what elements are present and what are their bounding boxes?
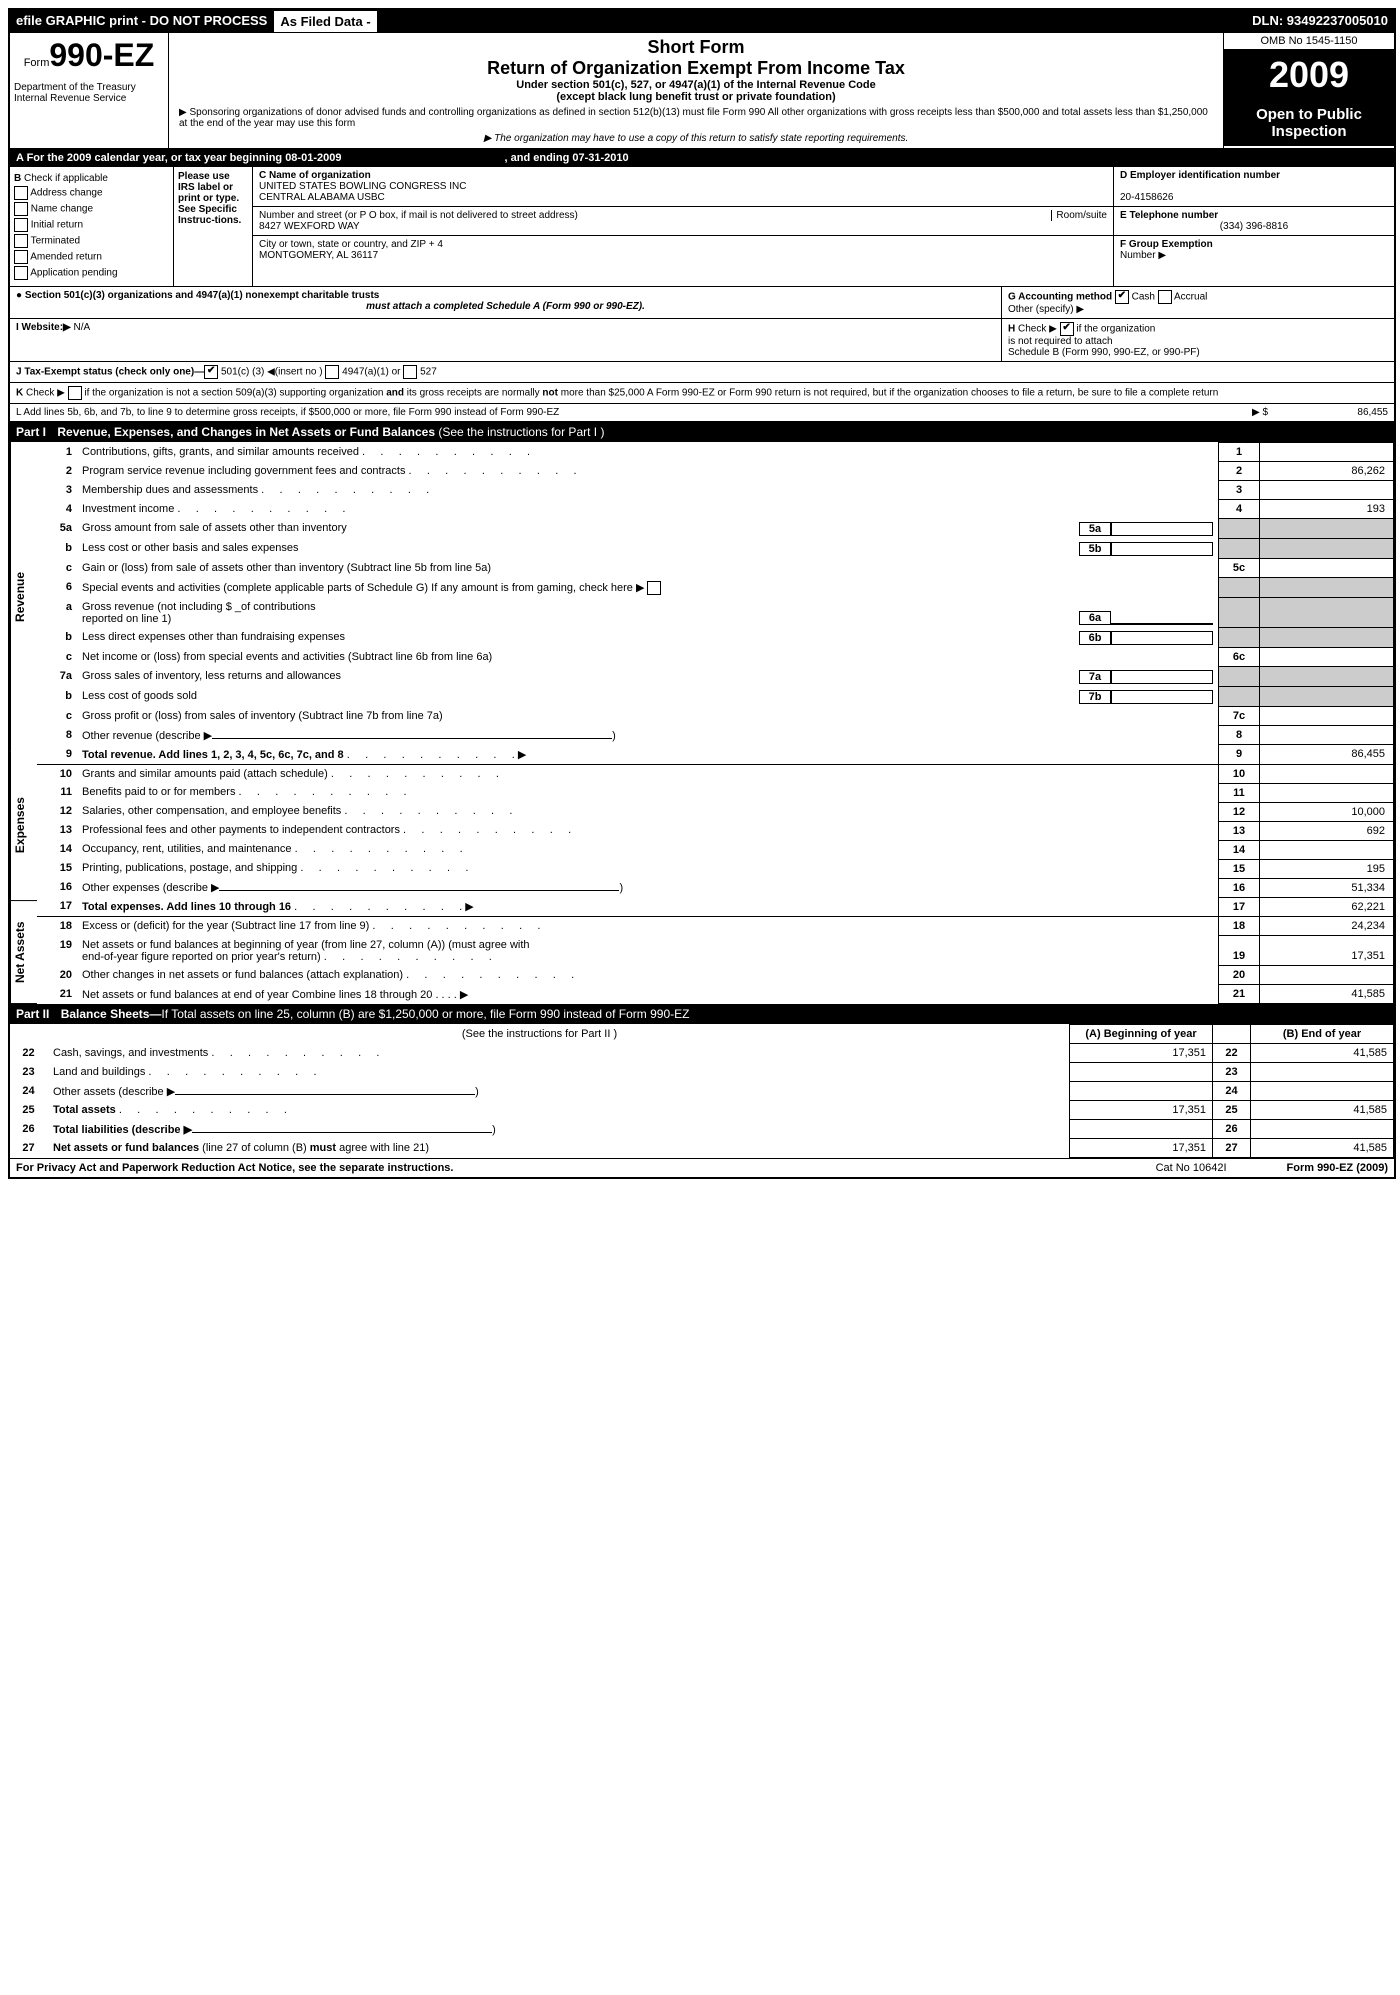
efile-label: efile GRAPHIC print - DO NOT PROCESS	[10, 10, 273, 33]
addr-change-checkbox[interactable]	[14, 186, 28, 200]
line-18: 18Excess or (deficit) for the year (Subt…	[37, 917, 1394, 936]
checkbox-column: B Check if applicable Address change Nam…	[10, 167, 174, 286]
bal-row-22: 22Cash, savings, and investments17,35122…	[10, 1044, 1394, 1063]
dln-label: DLN: 93492237005010	[1246, 10, 1394, 33]
line-7c: cGross profit or (loss) from sales of in…	[37, 707, 1394, 726]
line-7b: bLess cost of goods sold7b	[37, 687, 1394, 707]
k-checkbox[interactable]	[68, 386, 82, 400]
line-20: 20Other changes in net assets or fund ba…	[37, 966, 1394, 985]
open-public-label: Open to Public Inspection	[1224, 100, 1394, 146]
line-1: 1Contributions, gifts, grants, and simil…	[37, 443, 1394, 462]
j-501c-checkbox[interactable]: ✔	[204, 365, 218, 379]
bal-row-27: 27Net assets or fund balances (line 27 o…	[10, 1139, 1394, 1158]
header-row: Form990-EZ Department of the Treasury In…	[10, 33, 1394, 149]
l-row: L Add lines 5b, 6b, and 7b, to line 9 to…	[10, 404, 1394, 422]
j-527-checkbox[interactable]	[403, 365, 417, 379]
bal-row-25: 25Total assets17,3512541,585	[10, 1101, 1394, 1120]
org-city: MONTGOMERY, AL 36117	[259, 250, 378, 261]
expenses-side-label: Expenses	[10, 751, 37, 901]
tax-year: 2009	[1224, 50, 1394, 100]
label-instructions: Please use IRS label or print or type. S…	[174, 167, 253, 286]
title-cell: Short Form Return of Organization Exempt…	[169, 33, 1224, 148]
info-section: B Check if applicable Address change Nam…	[10, 167, 1394, 287]
line-6c: cNet income or (loss) from special event…	[37, 648, 1394, 667]
form-number-cell: Form990-EZ	[10, 33, 169, 78]
cash-checkbox[interactable]: ✔	[1115, 290, 1129, 304]
pending-checkbox[interactable]	[14, 266, 28, 280]
org-name-2: CENTRAL ALABAMA USBC	[259, 192, 385, 203]
form-990ez: efile GRAPHIC print - DO NOT PROCESS As …	[8, 8, 1396, 1179]
year-cell: OMB No 1545-1150 2009 Open to Public Ins…	[1224, 33, 1394, 148]
line-12: 12Salaries, other compensation, and empl…	[37, 802, 1394, 821]
line-15: 15Printing, publications, postage, and s…	[37, 859, 1394, 878]
terminated-checkbox[interactable]	[14, 234, 28, 248]
amended-checkbox[interactable]	[14, 250, 28, 264]
section-note-row: ● Section 501(c)(3) organizations and 49…	[10, 287, 1394, 319]
j-row: J Tax-Exempt status (check only one)—✔ 5…	[10, 362, 1394, 383]
line-2: 2Program service revenue including gover…	[37, 462, 1394, 481]
part1-body: Revenue Expenses Net Assets 1Contributio…	[10, 442, 1394, 1004]
line-19: 19Net assets or fund balances at beginni…	[37, 936, 1394, 966]
dept-cell: Department of the Treasury Internal Reve…	[10, 78, 169, 148]
j-4947-checkbox[interactable]	[325, 365, 339, 379]
h-checkbox[interactable]: ✔	[1060, 322, 1074, 336]
revenue-side-label: Revenue	[10, 442, 37, 751]
balance-table: (See the instructions for Part II ) (A) …	[10, 1024, 1394, 1158]
form-number: 990-EZ	[49, 37, 154, 73]
name-address-column: C Name of organization UNITED STATES BOW…	[253, 167, 1114, 286]
initial-checkbox[interactable]	[14, 218, 28, 232]
line-9: 9Total revenue. Add lines 1, 2, 3, 4, 5c…	[37, 745, 1394, 765]
accrual-checkbox[interactable]	[1158, 290, 1172, 304]
bal-row-23: 23Land and buildings23	[10, 1063, 1394, 1082]
footer-row: For Privacy Act and Paperwork Reduction …	[10, 1158, 1394, 1177]
right-info-column: D Employer identification number 20-4158…	[1114, 167, 1394, 286]
line-6a: aGross revenue (not including $ _of cont…	[37, 598, 1394, 628]
line-3: 3Membership dues and assessments3	[37, 481, 1394, 500]
line-13: 13Professional fees and other payments t…	[37, 821, 1394, 840]
line-17: 17Total expenses. Add lines 10 through 1…	[37, 897, 1394, 917]
l-value: 86,455	[1268, 407, 1388, 418]
website-value: N/A	[74, 322, 91, 333]
line-11: 11Benefits paid to or for members11	[37, 783, 1394, 802]
top-bar: efile GRAPHIC print - DO NOT PROCESS As …	[10, 10, 1394, 33]
bal-row-26: 26Total liabilities (describe ▶)26	[10, 1120, 1394, 1139]
phone: (334) 396-8816	[1220, 221, 1288, 232]
name-change-checkbox[interactable]	[14, 202, 28, 216]
part1-header: Part I Revenue, Expenses, and Changes in…	[10, 422, 1394, 442]
line-6b: bLess direct expenses other than fundrai…	[37, 628, 1394, 648]
line-8: 8Other revenue (describe ▶)8	[37, 726, 1394, 745]
line-16: 16Other expenses (describe ▶)1651,334	[37, 878, 1394, 897]
line-5c: cGain or (loss) from sale of assets othe…	[37, 559, 1394, 578]
line-7a: 7aGross sales of inventory, less returns…	[37, 667, 1394, 687]
bal-row-24: 24Other assets (describe ▶)24	[10, 1082, 1394, 1101]
line-21: 21Net assets or fund balances at end of …	[37, 985, 1394, 1004]
part2-header: Part II Balance Sheets—If Total assets o…	[10, 1004, 1394, 1024]
org-name-1: UNITED STATES BOWLING CONGRESS INC	[259, 181, 466, 192]
line-14: 14Occupancy, rent, utilities, and mainte…	[37, 840, 1394, 859]
part1-table: 1Contributions, gifts, grants, and simil…	[37, 442, 1394, 1004]
website-row: I Website:▶ N/A H Check ▶ ✔ if the organ…	[10, 319, 1394, 362]
line-4: 4Investment income4193	[37, 500, 1394, 519]
netassets-side-label: Net Assets	[10, 901, 37, 1004]
gaming-checkbox[interactable]	[647, 581, 661, 595]
line-5b: bLess cost or other basis and sales expe…	[37, 539, 1394, 559]
period-row: A For the 2009 calendar year, or tax yea…	[10, 149, 1394, 167]
line-6: 6Special events and activities (complete…	[37, 578, 1394, 598]
asfiled-label: As Filed Data -	[273, 10, 377, 33]
ein: 20-4158626	[1120, 192, 1173, 203]
org-street: 8427 WEXFORD WAY	[259, 221, 360, 232]
line-5a: 5aGross amount from sale of assets other…	[37, 519, 1394, 539]
line-10: 10Grants and similar amounts paid (attac…	[37, 764, 1394, 783]
k-row: K Check ▶ K Check ▶ if the organization …	[10, 383, 1394, 404]
